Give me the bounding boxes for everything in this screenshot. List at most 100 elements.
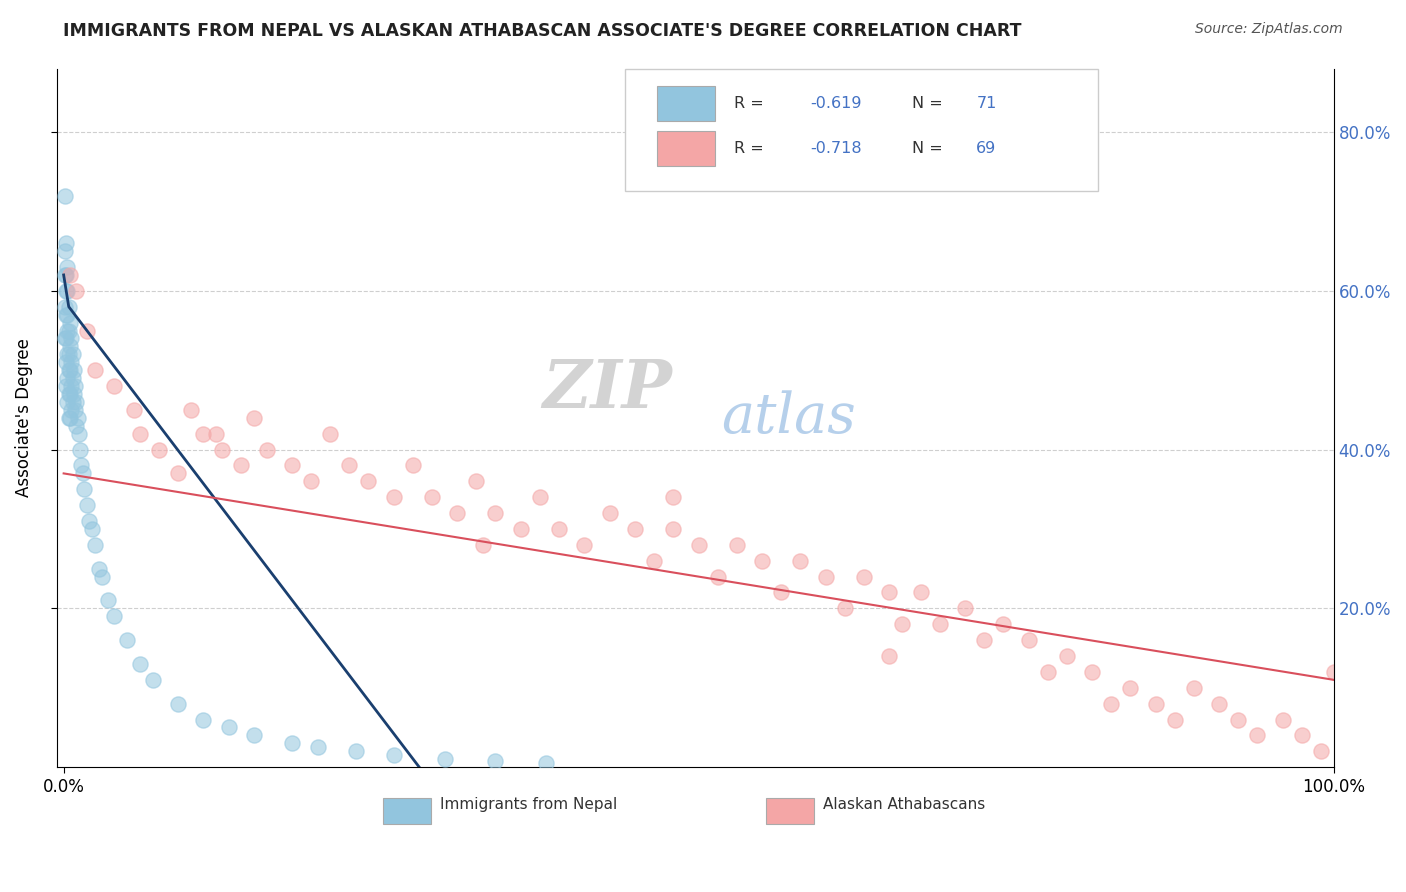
Point	[725, 538, 748, 552]
Point	[59, 410, 82, 425]
Point	[402, 458, 425, 473]
Point	[142, 673, 165, 687]
Point	[344, 744, 367, 758]
Point	[58, 363, 80, 377]
Point	[80, 522, 103, 536]
Point	[65, 418, 87, 433]
Point	[65, 395, 87, 409]
Point	[955, 601, 977, 615]
Point	[73, 483, 96, 497]
Point	[307, 740, 329, 755]
Text: N =: N =	[912, 141, 948, 156]
Point	[55, 355, 77, 369]
Point	[1099, 697, 1122, 711]
Point	[211, 442, 233, 457]
Point	[1018, 633, 1040, 648]
Point	[63, 403, 86, 417]
Point	[910, 585, 932, 599]
Point	[63, 363, 86, 377]
Point	[97, 593, 120, 607]
Point	[56, 395, 79, 409]
Text: 71: 71	[976, 96, 997, 111]
Point	[877, 585, 900, 599]
FancyBboxPatch shape	[626, 69, 1098, 191]
Point	[471, 538, 494, 552]
Point	[58, 347, 80, 361]
Point	[76, 498, 98, 512]
Point	[205, 426, 228, 441]
Point	[65, 284, 87, 298]
Point	[662, 522, 685, 536]
Text: N =: N =	[912, 96, 948, 111]
Text: Immigrants from Nepal: Immigrants from Nepal	[440, 797, 617, 812]
Point	[53, 300, 76, 314]
Point	[382, 748, 405, 763]
FancyBboxPatch shape	[657, 86, 714, 121]
Point	[59, 363, 82, 377]
Point	[55, 331, 77, 345]
Point	[103, 609, 125, 624]
Point	[69, 442, 91, 457]
Point	[67, 426, 90, 441]
Text: Alaskan Athabascans: Alaskan Athabascans	[823, 797, 986, 812]
Point	[281, 458, 304, 473]
Point	[56, 284, 79, 298]
Text: 69: 69	[976, 141, 997, 156]
Point	[59, 339, 82, 353]
Point	[465, 475, 488, 489]
Text: Source: ZipAtlas.com: Source: ZipAtlas.com	[1195, 22, 1343, 37]
Point	[103, 379, 125, 393]
Point	[55, 236, 77, 251]
Text: R =: R =	[734, 96, 769, 111]
Point	[55, 284, 77, 298]
Point	[167, 697, 190, 711]
Point	[770, 585, 793, 599]
Point	[548, 522, 571, 536]
Point	[84, 538, 107, 552]
Point	[256, 442, 278, 457]
Point	[128, 657, 150, 671]
Point	[1036, 665, 1059, 679]
Point	[688, 538, 710, 552]
Point	[814, 569, 837, 583]
Point	[55, 379, 77, 393]
Point	[643, 554, 665, 568]
Point	[599, 506, 621, 520]
Point	[53, 331, 76, 345]
Point	[218, 721, 240, 735]
Point	[77, 514, 100, 528]
Point	[834, 601, 856, 615]
Point	[243, 410, 266, 425]
Point	[319, 426, 342, 441]
Point	[59, 316, 82, 330]
Point	[53, 268, 76, 282]
Point	[624, 522, 647, 536]
Point	[529, 490, 551, 504]
Point	[56, 308, 79, 322]
Point	[706, 569, 728, 583]
Point	[58, 324, 80, 338]
Text: IMMIGRANTS FROM NEPAL VS ALASKAN ATHABASCAN ASSOCIATE'S DEGREE CORRELATION CHART: IMMIGRANTS FROM NEPAL VS ALASKAN ATHABAS…	[63, 22, 1022, 40]
Point	[60, 379, 83, 393]
Text: -0.718: -0.718	[810, 141, 862, 156]
Point	[167, 467, 190, 481]
Point	[382, 490, 405, 504]
Point	[90, 569, 112, 583]
Point	[56, 324, 79, 338]
Point	[1323, 665, 1346, 679]
Point	[1164, 713, 1187, 727]
Point	[357, 475, 380, 489]
Point	[281, 736, 304, 750]
Point	[1081, 665, 1104, 679]
Point	[852, 569, 875, 583]
Point	[1144, 697, 1167, 711]
Point	[433, 752, 456, 766]
Point	[231, 458, 253, 473]
Point	[89, 562, 111, 576]
Point	[1182, 681, 1205, 695]
Point	[929, 617, 952, 632]
Point	[574, 538, 596, 552]
Point	[55, 308, 77, 322]
Point	[243, 728, 266, 742]
Point	[60, 355, 83, 369]
